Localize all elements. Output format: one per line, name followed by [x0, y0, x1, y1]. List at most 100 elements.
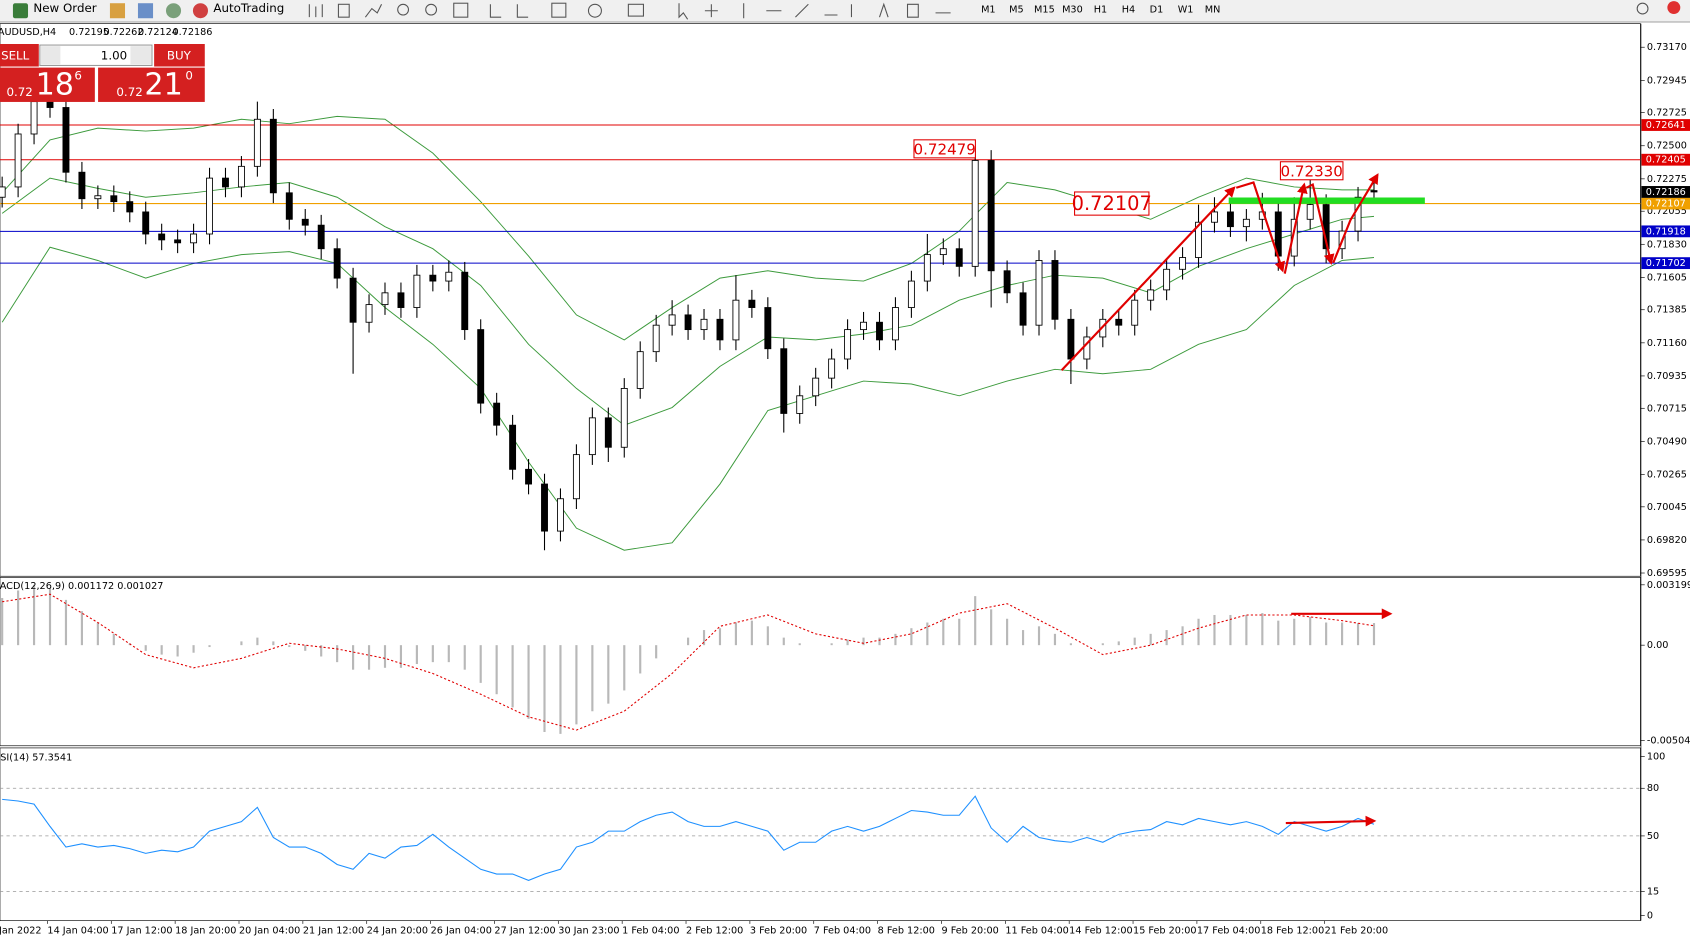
icon[interactable] — [109, 3, 126, 19]
y-tick-label: 0.69595 — [1647, 568, 1687, 579]
icon[interactable] — [878, 2, 951, 18]
x-tick-label: 15 Feb 20:00 — [1133, 925, 1196, 936]
x-tick-label: 2 Feb 12:00 — [686, 925, 743, 936]
sell-price-box[interactable] — [0, 67, 95, 102]
candle-body — [0, 186, 6, 198]
search[interactable] — [1636, 2, 1649, 15]
icon[interactable] — [551, 2, 567, 18]
new-order-icon[interactable] — [12, 3, 29, 19]
icon[interactable] — [308, 4, 323, 18]
icon[interactable] — [678, 3, 853, 20]
candle-body — [796, 395, 804, 414]
x-tick-label: 14 Jan 04:00 — [47, 925, 108, 936]
icon[interactable] — [337, 3, 350, 18]
current-price-tag — [1641, 186, 1690, 198]
new-order-button[interactable]: New Order — [33, 1, 96, 15]
icon[interactable] — [364, 4, 383, 18]
y-tick-label: 0.72945 — [1647, 75, 1687, 86]
icon[interactable] — [137, 3, 154, 19]
candle-body — [588, 417, 596, 456]
candle-body — [844, 329, 852, 360]
buy-label[interactable]: BUY — [167, 48, 192, 62]
lot-input[interactable] — [39, 44, 153, 66]
autotrading-icon[interactable] — [192, 3, 209, 19]
candle-body — [461, 271, 469, 331]
timeframe-button[interactable]: MN — [1205, 5, 1221, 16]
candle-body — [142, 211, 150, 235]
zoom-out[interactable] — [425, 3, 438, 16]
bollinger-lower — [1, 246, 1375, 551]
notification[interactable] — [1667, 1, 1681, 14]
y-tick-label: 0.72275 — [1647, 174, 1687, 185]
candle-body — [987, 160, 995, 272]
price-level-label: 0.72107 — [1646, 199, 1686, 210]
candle-body — [429, 274, 437, 282]
timeframe-button[interactable]: M30 — [1062, 5, 1083, 16]
trade-panel: SELL 1.00 BUY 0.72 18 6 0.72 21 0 — [0, 43, 205, 102]
y-tick-label: 0.71385 — [1647, 305, 1687, 316]
lot-value[interactable]: 1.00 — [101, 48, 127, 62]
candle-body — [748, 299, 756, 308]
candle-body — [955, 248, 963, 267]
candle-body — [301, 218, 309, 226]
sell-button[interactable] — [0, 43, 39, 67]
icon[interactable] — [453, 2, 469, 18]
icon[interactable] — [627, 3, 644, 17]
candle-body — [509, 424, 517, 470]
ohlc-open: 0.72195 — [69, 27, 109, 38]
x-tick-label: 18 Feb 12:00 — [1261, 925, 1324, 936]
sell-price-prefix: 0.72 — [6, 85, 32, 99]
rsi-title: RSI(14) 57.3541 — [0, 753, 72, 764]
icon[interactable] — [165, 3, 182, 19]
candle-body — [1067, 318, 1075, 360]
x-tick-label: 30 Jan 23:00 — [558, 925, 619, 936]
timeframe-button[interactable]: W1 — [1178, 5, 1194, 16]
candle-body — [14, 133, 22, 188]
timeframe-button[interactable]: M5 — [1009, 5, 1024, 16]
macd-signal — [2, 593, 1375, 731]
lot-up[interactable] — [130, 46, 151, 65]
timeframe-button[interactable]: D1 — [1150, 5, 1164, 16]
timeframe-button[interactable]: M1 — [981, 5, 996, 16]
y-tick-label: 0.70265 — [1647, 469, 1687, 480]
timeframe-button[interactable]: H1 — [1094, 5, 1107, 16]
buy-price-box[interactable] — [98, 67, 205, 102]
sell-label[interactable]: SELL — [1, 48, 30, 62]
candle-body — [764, 307, 772, 350]
timeframe-button[interactable]: H4 — [1122, 5, 1135, 16]
ohlc-high: 0.72262 — [103, 27, 143, 38]
zoom-in[interactable] — [397, 3, 410, 16]
autotrading-button[interactable]: AutoTrading — [213, 1, 284, 15]
candle-body — [1051, 260, 1059, 320]
candle-body — [1179, 257, 1187, 270]
candle-body — [158, 233, 166, 241]
icon[interactable] — [489, 4, 529, 18]
candle-body — [812, 377, 820, 397]
candle-body — [1131, 299, 1139, 326]
icon[interactable] — [587, 3, 602, 18]
candle-body — [1195, 221, 1202, 258]
candle-body — [126, 201, 134, 213]
timeframe-button[interactable]: M15 — [1034, 5, 1055, 16]
bollinger-upper — [1, 115, 1374, 341]
x-tick-label: 21 Jan 12:00 — [303, 925, 364, 936]
y-tick-label: 0.00 — [1647, 640, 1669, 651]
x-tick-label: 26 Jan 04:00 — [431, 925, 492, 936]
y-tick-label: 15 — [1647, 887, 1659, 898]
x-tick-label: 9 Feb 20:00 — [941, 925, 998, 936]
price-level-label: 0.71918 — [1646, 226, 1686, 237]
y-tick-label: 0.72725 — [1647, 108, 1687, 119]
y-tick-label: 0.72055 — [1647, 206, 1687, 217]
macd-panel — [0, 576, 1641, 747]
lot-down[interactable] — [40, 46, 61, 65]
x-tick-label: 7 Feb 04:00 — [814, 925, 871, 936]
buy-button[interactable] — [154, 43, 205, 67]
candle-body — [477, 329, 485, 404]
x-tick-label: 24 Jan 20:00 — [367, 925, 428, 936]
price-annotation: 0.72479 — [914, 140, 976, 158]
price-level-tag — [1641, 153, 1690, 166]
candle-body — [62, 107, 70, 173]
y-tick-label: 0 — [1647, 910, 1653, 921]
price-annotation-box — [1074, 191, 1150, 216]
candle-body — [237, 165, 245, 188]
